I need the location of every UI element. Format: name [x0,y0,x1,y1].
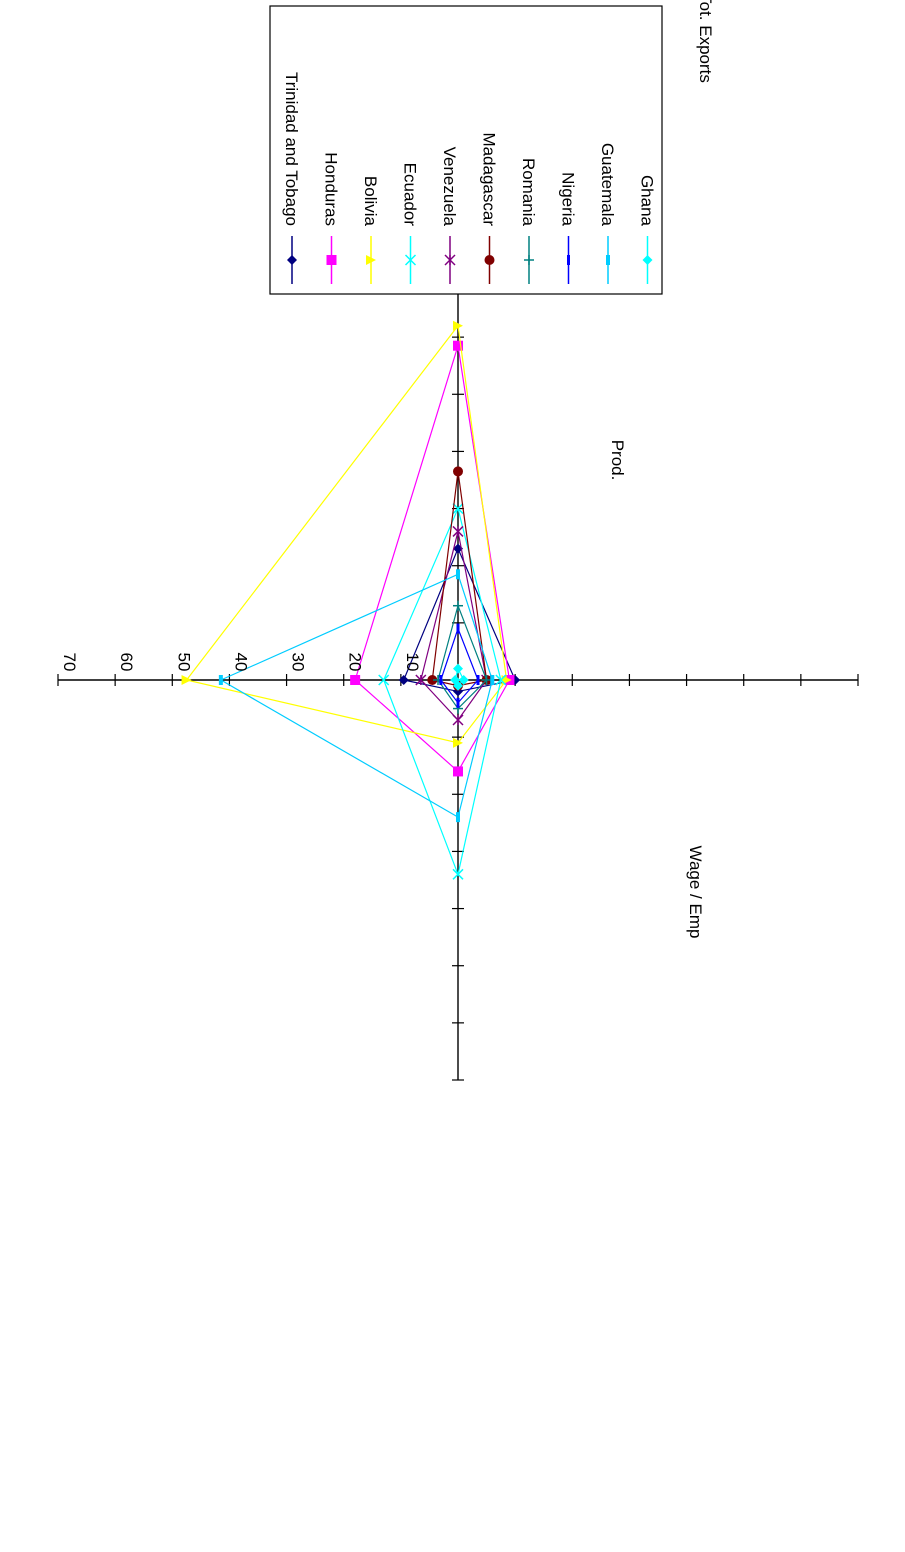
legend-swatch-marker [326,255,337,265]
legend-label: Ghana [638,175,657,227]
data-point-4-3 [452,714,464,726]
legend: Trinidad and Tobago Honduras Bolivia Ecuado… [269,5,663,295]
data-point-1-1 [453,340,463,351]
series-line-6 [437,603,488,710]
data-point-2-1 [453,320,463,331]
legend-label: Trinidad and Tobago [282,72,301,226]
data-point-1-3 [453,766,463,777]
legend-label: Nigeria [559,172,578,226]
data-point-9-2 [458,675,469,685]
data-point-8-1 [456,569,460,580]
legend-swatch-marker [366,255,376,265]
legend-label: Guatemala [598,143,617,227]
legend-swatch-marker [287,255,297,265]
tick-label: 40 [231,653,250,672]
data-point-6-2 [481,675,492,685]
data-point-4-1 [452,525,464,537]
data-point-5-1 [453,466,463,477]
data-point-3-1 [452,503,464,515]
legend-label: Romania [519,158,538,227]
data-point-8-0 [218,675,223,685]
legend-box [269,5,663,295]
legend-swatch-marker [606,255,610,265]
tick-label: 60 [117,653,136,672]
tick-label: 70 [60,653,79,672]
axis-title-1: Prod. [608,440,627,481]
data-point-1-0 [350,675,361,685]
data-point-5-0 [427,675,438,685]
legend-label: Honduras [322,152,341,226]
data-point-2-0 [181,675,192,685]
legend-swatch-marker [642,255,653,265]
legend-swatch-marker [524,255,534,265]
series-plot-area [181,320,521,880]
series-line-3 [383,506,502,877]
series-line-1 [354,345,511,773]
data-point-4-0 [415,674,427,686]
legend-swatch-marker [484,255,495,265]
data-point-0-0 [398,675,409,685]
data-point-8-3 [456,812,460,823]
legend-label: Bolivia [361,176,380,227]
legend-swatch-marker [404,254,417,266]
data-point-8-2 [490,675,495,685]
legend-label: Madagascar [480,132,499,226]
data-point-3-3 [452,868,464,880]
axis-title-0: Tot. Exports [696,0,715,83]
legend-swatch-marker [444,254,456,266]
tick-label: 20 [346,653,365,672]
data-point-3-2 [495,674,507,686]
series-line-8 [219,573,493,819]
data-point-9-1 [453,663,463,674]
legend-label: Venezuela [440,147,459,227]
data-point-9-3 [453,680,463,691]
legend-label: Ecuador [401,163,420,227]
tick-label: 30 [289,653,308,672]
axis-labels: 70 60 50 40 30 20 10 Tot. Exports Prod. Wage / Em… [60,0,715,939]
tick-label: 50 [174,653,193,672]
axis-title-2: Wage / Emp [686,846,705,939]
data-point-6-1 [453,600,463,611]
tick-label: 10 [403,653,422,672]
data-point-3-0 [378,674,390,686]
data-point-2-3 [453,737,463,748]
